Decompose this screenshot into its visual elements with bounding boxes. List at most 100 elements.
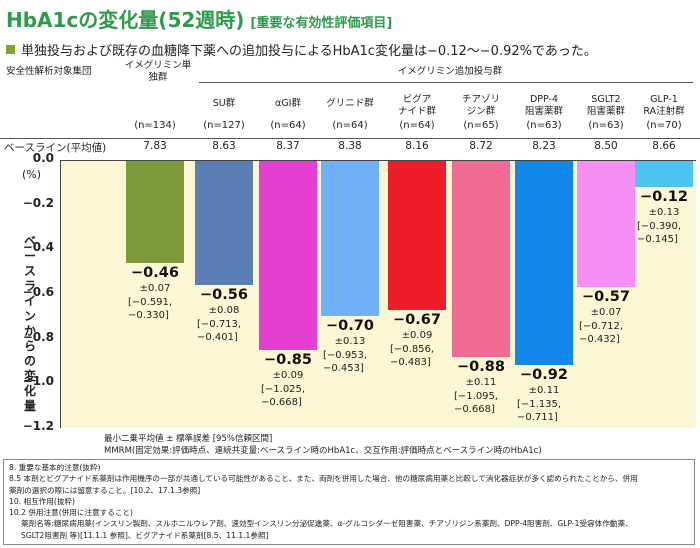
bar-se-label: ±0.11 [465,376,497,388]
page-title: HbA1cの変化量(52週時) [重要な有効性評価項目] [6,4,392,33]
bar-value-label: −0.12 [640,188,688,205]
bar [388,161,446,310]
category-name: DPP-4 阻害薬群 [510,94,578,118]
bar [259,161,317,350]
baseline-value: 8.72 [469,140,493,152]
footnote-1: 最小二乗平均値 ± 標準誤差 [95%信頼区間] [104,434,273,444]
bar-se-label: ±0.08 [208,305,240,317]
bar-ci-label: [−1.095, −0.668] [454,390,508,416]
y-axis-label-char: 変 [23,369,36,383]
category-name-line: ジン群 [466,106,496,117]
bullet-square-icon [6,45,15,54]
subtitle-text: 単独投与および既存の血糖降下薬への追加投与によるHbA1c変化量は−0.12〜−… [21,44,597,59]
bar-se-label: ±0.07 [590,307,622,319]
mono-group-header: イメグリミン単独群 [124,60,192,83]
baseline-value: 8.50 [594,140,618,152]
category-name: グリニド群 [316,98,384,110]
y-tick-label: −0.8 [22,329,54,344]
bar [515,161,573,366]
category-name: チアゾリ ジン群 [447,94,515,118]
y-axis-label-char: か [23,324,36,338]
category-name: ビグア ナイド群 [383,94,451,118]
bar-se-label: ±0.11 [528,385,560,397]
y-tick-label: −0.6 [22,285,54,299]
ci-low: [−0.712, [579,321,624,333]
note-line: 8.5 本剤とビグアナイド系薬剤は作用機序の一部が共通している可能性があること、… [9,474,638,484]
category-name: GLP-1 RA注射群 [630,94,698,118]
category-name-line: RA注射群 [643,106,685,117]
bar-value-label: −0.57 [582,289,630,306]
bar-se-label: ±0.07 [139,282,171,294]
bar [577,161,635,288]
footnote-2: MMRM(固定効果:評価時点、連続共変量:ベースライン時のHbA1c、交互作用:… [104,446,542,456]
y-axis-label-char: ベ [23,234,36,248]
baseline-value: 7.83 [143,140,167,152]
baseline-label: ベースライン(平均値) [4,142,107,154]
y-tick-label: −1.2 [22,419,54,433]
category-name: SU群 [190,98,258,110]
ci-high: −0.711] [517,412,558,424]
ci-high: −0.330] [128,309,169,321]
category-count: (n=63) [526,120,562,131]
baseline-value: 8.63 [212,140,236,152]
note-line: 10. 相互作用(抜粋) [9,496,75,506]
category-name-line: チアゾリ [461,94,500,105]
y-tick-label: −0.2 [22,195,54,210]
bar-se-label: ±0.13 [334,336,366,348]
category-name-line: SU群 [212,98,236,109]
category-count: (n=64) [270,120,306,131]
bar-value-label: −0.85 [264,351,312,368]
bar [321,161,379,317]
y-unit: (%) [22,168,42,181]
ci-high: −0.145] [637,233,678,245]
ci-low: [−0.856, [390,343,435,355]
category-count: (n=64) [332,120,368,131]
bar [452,161,510,357]
y-tick-label: −0.4 [22,240,54,255]
ci-low: [−0.713, [197,319,242,331]
subtitle: 単独投与および既存の血糖降下薬への追加投与によるHbA1c変化量は−0.12〜−… [6,40,597,59]
ci-low: [−1.095, [454,390,499,402]
y-axis-line [60,160,61,428]
y-axis-label-char: の [23,354,36,368]
bar-ci-label: [−1.135, −0.711] [517,398,571,424]
bar-value-label: −0.56 [200,287,248,304]
ci-high: −0.432] [579,334,620,346]
category-name: αGI群 [254,98,322,110]
category-name-line: αGI群 [275,98,301,109]
y-axis-label-char: 化 [23,384,36,398]
y-axis-label-char: 量 [23,399,36,413]
note-line: 8. 重要な基本的注意(抜粋) [9,463,101,472]
baseline-value: 8.38 [338,140,362,152]
category-name-line: DPP-4 [529,94,559,105]
note-line: 薬剤の選択の際には留意すること。[10.2、17.1.3参照] [9,485,201,495]
category-name-line: GLP-1 [650,94,678,105]
bar-ci-label: [−0.713, −0.401] [197,318,251,344]
bar-value-label: −0.70 [326,318,374,335]
analysis-set-label: 安全性解析対象集団 [6,66,92,77]
title-subtext: [重要な有効性評価項目] [250,16,393,31]
baseline-value: 8.23 [532,140,556,152]
ci-low: [−0.591, [128,296,173,308]
bar [126,161,184,263]
bar-value-label: −0.46 [131,264,179,281]
y-tick-label: 0.0 [32,151,54,165]
bar-value-label: −0.67 [393,311,441,328]
bar-ci-label: [−0.953, −0.453] [323,349,377,375]
category-name-line: グリニド群 [326,98,374,109]
table-divider [0,138,700,139]
bar-ci-label: [−0.712, −0.432] [579,320,633,346]
category-name-line: 阻害薬群 [524,106,563,117]
ci-low: [−0.953, [323,350,368,362]
note-line: 10.2 併用注意(併用に注意すること) [9,508,133,518]
y-axis-label-char: ラ [23,279,36,293]
bar-ci-label: [−0.856, −0.483] [390,343,444,369]
baseline-value: 8.37 [276,140,300,152]
category-name-line: 阻害薬群 [586,106,625,117]
zero-line [60,160,696,161]
category-count: (n=70) [646,120,682,131]
baseline-value: 8.66 [652,140,676,152]
category-count: (n=127) [203,120,245,131]
category-name-line: SGLT2 [591,94,621,105]
y-axis-label-char: ス [23,264,36,278]
